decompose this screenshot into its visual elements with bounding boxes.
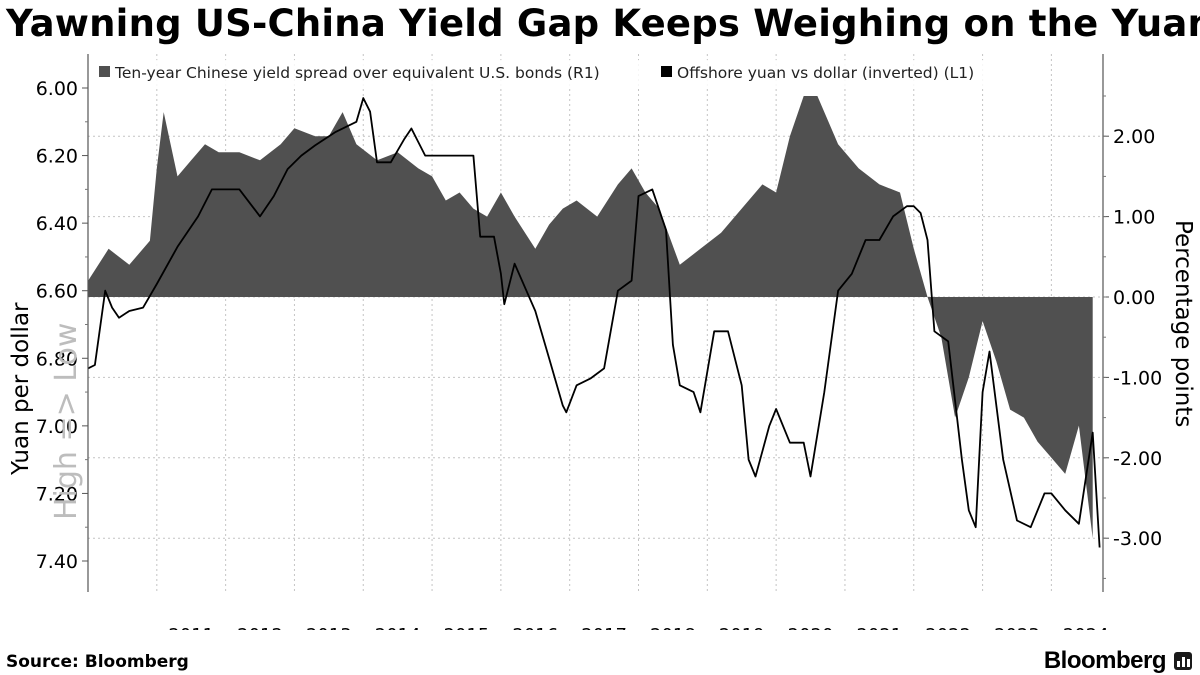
right-axis-tick-label: 2.00 <box>1113 126 1155 148</box>
right-axis-tick-label: -2.00 <box>1113 448 1162 470</box>
x-axis-tick-label: 2013 <box>306 625 352 630</box>
chart-legend: Ten-year Chinese yield spread over equiv… <box>90 60 1020 86</box>
x-axis-tick-label: 2022 <box>925 625 971 630</box>
yuan-line-layer <box>87 97 1101 548</box>
right-axis-tick-label: 1.00 <box>1113 207 1155 229</box>
bloomberg-chart-icon <box>1174 652 1192 670</box>
right-axis-label: Percentage points <box>1170 220 1196 427</box>
left-axis-tick-label: 7.20 <box>36 483 78 505</box>
legend-label-yuan: Offshore yuan vs dollar (inverted) (L1) <box>677 64 974 82</box>
left-axis-tick-label: 6.40 <box>36 213 78 235</box>
legend-swatch-yuan <box>661 66 672 77</box>
chart-title: Yawning US-China Yield Gap Keeps Weighin… <box>6 2 1200 45</box>
legend-swatch-spread <box>99 66 110 77</box>
x-axis-tick-label: 2011 <box>168 625 214 630</box>
left-axis-tick-label: 6.20 <box>36 146 78 168</box>
right-axis-tick-label: -3.00 <box>1113 528 1162 550</box>
left-axis-tick-label: 6.60 <box>36 281 78 303</box>
x-axis-tick-label: 2023 <box>994 625 1040 630</box>
x-axis-tick-label: 2015 <box>444 625 490 630</box>
legend-background <box>90 60 1020 86</box>
chart-svg: 6.00 6.20 6.40 6.60 6.80 7.00 7.20 7.40 2.00 1.00… <box>8 54 1196 630</box>
x-axis-tick-label: 2020 <box>788 625 834 630</box>
x-axis-tick-label: 2021 <box>856 625 902 630</box>
yuan-line <box>87 97 1101 548</box>
chart-axes: 6.00 6.20 6.40 6.60 6.80 7.00 7.20 7.40 2.00 1.00… <box>36 54 1162 630</box>
bloomberg-logo: Bloomberg <box>1043 647 1167 674</box>
x-axis-tick-label: 2017 <box>581 625 627 630</box>
x-axis-tick-label: 2016 <box>512 625 558 630</box>
left-axis-tick-label: 6.80 <box>36 348 78 370</box>
spread-area-layer <box>88 96 1093 539</box>
source-note: Source: Bloomberg <box>6 652 189 672</box>
x-axis-tick-label: 2014 <box>375 625 421 630</box>
left-axis-tick-label: 6.00 <box>36 78 78 100</box>
left-axis-tick-label: 7.00 <box>36 416 78 438</box>
x-axis-tick-label: 2018 <box>650 625 696 630</box>
legend-label-spread: Ten-year Chinese yield spread over equiv… <box>114 64 600 82</box>
left-axis-tick-label: 7.40 <box>36 551 78 573</box>
left-axis-label: Yuan per dollar <box>8 302 34 476</box>
x-axis-tick-label: 2012 <box>237 625 283 630</box>
left-axis-watermark: High => Low <box>49 323 84 520</box>
right-axis-tick-label: 0.00 <box>1113 287 1155 309</box>
x-axis-tick-label: 2019 <box>719 625 765 630</box>
x-axis-tick-label: 2024 <box>1063 625 1109 630</box>
spread-area <box>88 96 1093 539</box>
right-axis-tick-label: -1.00 <box>1113 367 1162 389</box>
